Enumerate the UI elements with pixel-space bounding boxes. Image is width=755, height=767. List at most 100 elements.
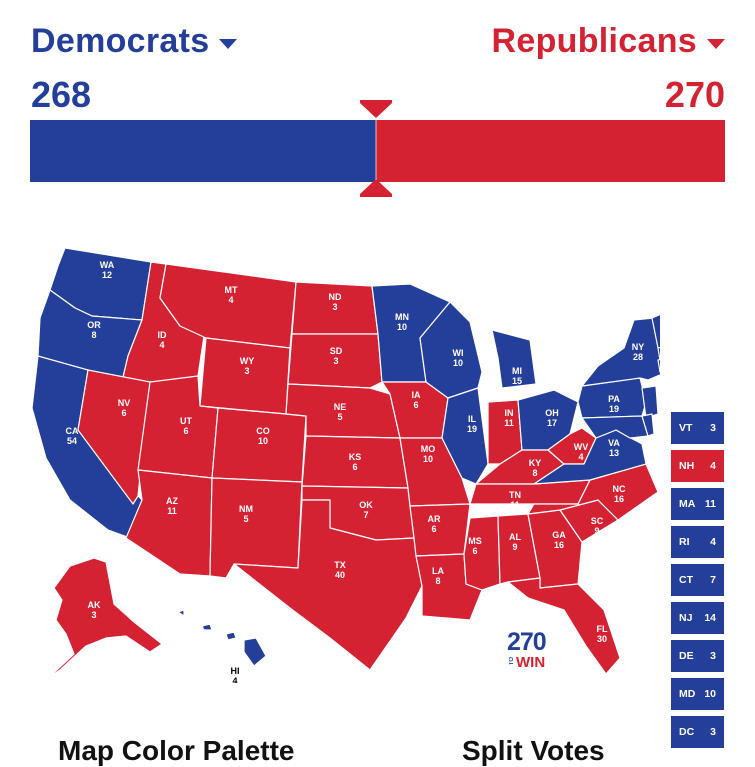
small-state-box-nj[interactable]: NJ 14	[670, 601, 725, 635]
small-state-ev: 14	[704, 612, 716, 624]
state-label-ny: NY	[632, 342, 645, 352]
small-state-box-ma[interactable]: MA 11	[670, 487, 725, 521]
small-state-box-nh[interactable]: NH 4	[670, 449, 725, 483]
state-ev-mt: 4	[228, 295, 233, 305]
state-ev-la: 8	[435, 576, 440, 586]
state-wy[interactable]	[199, 337, 291, 415]
state-ev-ar: 6	[431, 524, 436, 534]
small-state-abbr: RI	[679, 536, 690, 548]
state-sd[interactable]	[287, 333, 383, 389]
state-label-ks: KS	[349, 452, 362, 462]
state-ev-tx: 40	[335, 570, 345, 580]
state-label-co: CO	[256, 426, 270, 436]
us-electoral-map: WA 12 OR 8 CA 54 ID 4 NV 6 MT 4 WY 3 UT 6 AZ 11 CO 10 NM 5 ND 3…	[30, 238, 715, 686]
state-label-ne: NE	[334, 402, 347, 412]
state-label-mn: MN	[395, 312, 409, 322]
state-ev-ca: 54	[67, 436, 77, 446]
state-ev-mo: 10	[423, 454, 433, 464]
state-ev-nv: 6	[121, 408, 126, 418]
state-label-nm: NM	[239, 504, 253, 514]
state-label-or: OR	[87, 320, 101, 330]
state-ev-il: 19	[467, 424, 477, 434]
state-ev-hi: 4	[232, 676, 237, 683]
marker-top-triangle-icon	[360, 100, 392, 118]
small-state-box-de[interactable]: DE 3	[670, 639, 725, 673]
state-co[interactable]	[211, 407, 307, 483]
small-state-box-md[interactable]: MD 10	[670, 677, 725, 711]
state-ev-ny: 28	[633, 352, 643, 362]
state-label-wy: WY	[240, 356, 255, 366]
republicans-label: Republicans	[491, 22, 697, 60]
small-state-box-dc[interactable]: DC 3	[670, 715, 725, 749]
marker-bottom-triangle-icon	[360, 179, 392, 197]
270towin-logo: 270 TO WIN	[507, 630, 557, 672]
state-ak[interactable]	[47, 557, 163, 679]
state-ev-wy: 3	[244, 366, 249, 376]
state-ev-ks: 6	[352, 462, 357, 472]
state-label-mi: MI	[512, 366, 522, 376]
state-ev-mi: 15	[512, 376, 522, 386]
state-label-il: IL	[468, 414, 477, 424]
state-nj[interactable]	[641, 385, 659, 419]
state-label-sc: SC	[591, 516, 604, 526]
state-ev-wa: 12	[102, 270, 112, 280]
state-label-ia: IA	[412, 390, 422, 400]
split-votes-heading: Split Votes	[462, 735, 605, 766]
state-label-va: VA	[608, 438, 620, 448]
state-label-nv: NV	[118, 398, 131, 408]
small-state-abbr: DC	[679, 726, 695, 738]
state-tn[interactable]	[469, 479, 591, 505]
state-ev-or: 8	[91, 330, 96, 340]
state-fl[interactable]	[507, 577, 621, 675]
small-state-ev: 7	[710, 574, 716, 586]
state-label-ok: OK	[359, 500, 373, 510]
state-label-ga: GA	[552, 530, 566, 540]
state-ev-ak: 3	[91, 610, 96, 620]
logo-win: WIN	[516, 654, 546, 671]
state-label-fl: FL	[597, 624, 608, 634]
small-states-panel: VT 3 NH 4 MA 11 RI 4 CT 7 NJ 14 DE 3 MD 10 DC 3	[670, 411, 725, 753]
small-state-abbr: MD	[679, 688, 696, 700]
democrats-dropdown[interactable]: Democrats	[31, 22, 238, 61]
state-nm[interactable]	[209, 477, 303, 579]
small-state-ev: 4	[710, 460, 716, 472]
small-state-ev: 11	[704, 498, 716, 510]
state-nv[interactable]	[77, 369, 151, 505]
republicans-dropdown[interactable]: Republicans	[492, 22, 725, 61]
state-ms[interactable]	[463, 515, 501, 591]
small-state-box-ri[interactable]: RI 4	[670, 525, 725, 559]
state-label-id: ID	[158, 330, 168, 340]
state-ev-sc: 9	[594, 526, 599, 536]
state-ev-mn: 10	[397, 322, 407, 332]
state-ar[interactable]	[409, 503, 471, 557]
state-label-pa: PA	[608, 394, 620, 404]
state-label-tn: TN	[509, 490, 521, 500]
state-wi[interactable]	[419, 301, 483, 399]
state-label-hi: HI	[231, 666, 240, 676]
state-label-ky: KY	[529, 458, 542, 468]
state-label-ca: CA	[66, 426, 79, 436]
state-label-in: IN	[505, 408, 514, 418]
small-state-ev: 3	[710, 726, 716, 738]
small-state-box-vt[interactable]: VT 3	[670, 411, 725, 445]
state-mi[interactable]	[491, 329, 537, 389]
state-de[interactable]	[641, 413, 655, 437]
state-label-ut: UT	[180, 416, 192, 426]
state-va[interactable]	[533, 429, 647, 485]
state-hi[interactable]	[177, 609, 267, 667]
state-tx[interactable]	[233, 499, 423, 671]
state-ev-tn: 11	[510, 500, 520, 510]
state-ev-ia: 6	[413, 400, 418, 410]
state-label-ms: MS	[468, 536, 482, 546]
chevron-down-icon	[219, 38, 238, 49]
state-label-nc: NC	[613, 484, 626, 494]
democrats-bar-segment	[30, 120, 377, 182]
state-ev-nc: 16	[614, 494, 624, 504]
state-ev-ky: 8	[532, 468, 537, 478]
small-state-box-ct[interactable]: CT 7	[670, 563, 725, 597]
small-state-abbr: CT	[679, 574, 693, 586]
small-state-ev: 4	[710, 536, 716, 548]
map-color-palette-heading: Map Color Palette	[58, 735, 295, 766]
state-ny[interactable]	[581, 317, 663, 387]
small-state-abbr: VT	[679, 422, 693, 434]
